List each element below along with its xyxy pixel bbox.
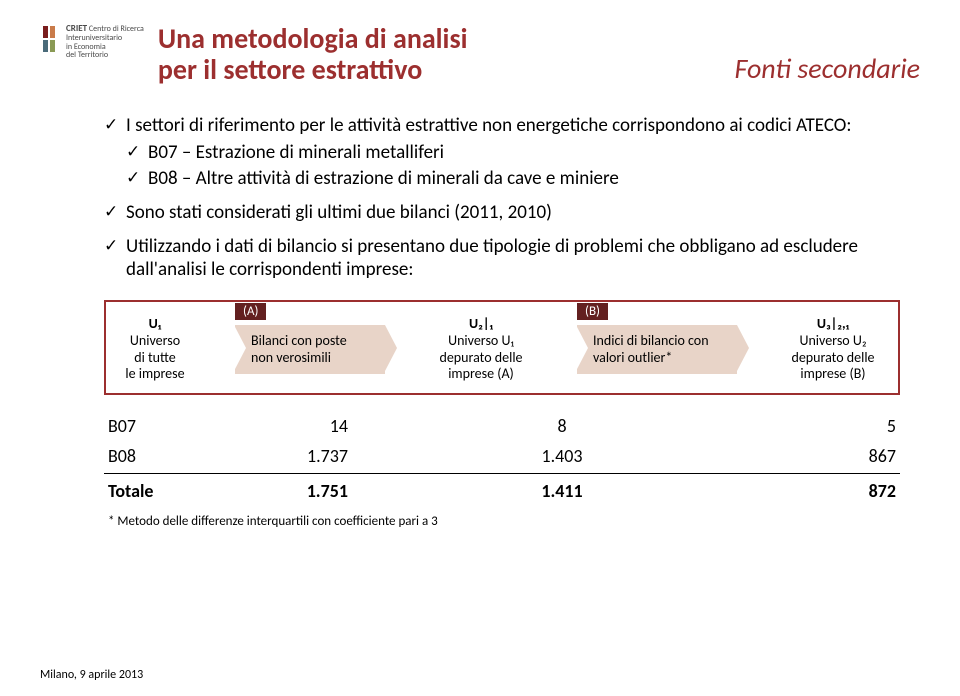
table-total-row: Totale 1.751 1.411 872 <box>104 473 900 506</box>
logo: CRIET Centro di Ricerca Interuniversitar… <box>40 24 144 60</box>
flow-step-b: (B) Indici di bilancio con valori outlie… <box>577 325 737 375</box>
flow-u3: U₃|₂,₁ Universo U₂ depurato delle impres… <box>778 316 888 383</box>
sub-bullet-1: B07 – Estrazione di minerali metalliferi <box>126 141 900 165</box>
flow-u1: U₁ Universo di tutte le imprese <box>116 316 194 383</box>
data-table: B07 14 8 5 B08 1.737 1.403 867 Totale 1.… <box>104 411 900 506</box>
sub-bullet-2: B08 – Altre attività di estrazione di mi… <box>126 167 900 191</box>
title-group: Una metodologia di analisi per il settor… <box>158 24 920 86</box>
page-title-line1: Una metodologia di analisi <box>158 24 468 55</box>
bullet-1: I settori di riferimento per le attività… <box>104 114 900 191</box>
sub-list: B07 – Estrazione di minerali metalliferi… <box>126 141 900 191</box>
flow-diagram: U₁ Universo di tutte le imprese (A) Bila… <box>104 300 900 395</box>
secondary-title: Fonti secondarie <box>735 51 921 86</box>
flow-u2: U₂|₁ Universo U₁ depurato delle imprese … <box>426 316 536 383</box>
footer-date: Milano, 9 aprile 2013 <box>40 668 143 682</box>
bullet-2: Sono stati considerati gli ultimi due bi… <box>104 201 900 225</box>
flow-tag-a: (A) <box>235 303 266 321</box>
logo-text: CRIET Centro di Ricerca Interuniversitar… <box>66 24 144 60</box>
slide-header: CRIET Centro di Ricerca Interuniversitar… <box>40 24 920 86</box>
flow-step-a: (A) Bilanci con poste non verosimili <box>235 325 385 375</box>
table-row: B07 14 8 5 <box>104 411 900 441</box>
flow-tag-b: (B) <box>577 303 608 321</box>
table-row: B08 1.737 1.403 867 <box>104 441 900 471</box>
footnote: * Metodo delle differenze interquartili … <box>104 514 900 529</box>
bullet-3: Utilizzando i dati di bilancio si presen… <box>104 235 900 283</box>
bullet-list: I settori di riferimento per le attività… <box>104 114 900 283</box>
page-title-line2: per il settore estrattivo <box>158 55 422 86</box>
content: I settori di riferimento per le attività… <box>40 114 920 530</box>
logo-icon <box>40 24 62 54</box>
